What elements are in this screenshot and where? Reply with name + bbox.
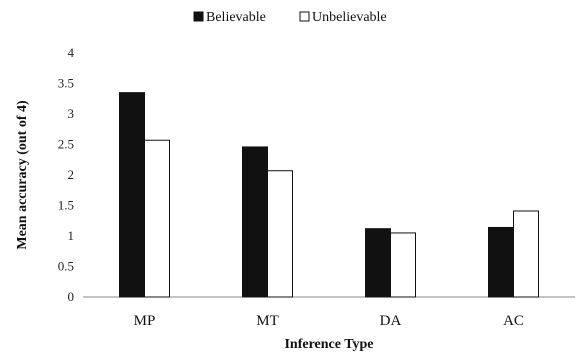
bar-believable-mt [242,146,268,298]
bar-unbelievable-mp [144,139,170,298]
bar-unbelievable-da [390,232,416,298]
bars [119,92,539,298]
legend-label-unbelievable: Unbelievable [312,10,387,25]
category-label-mp: MP [134,313,156,329]
legend-swatch-unbelievable [299,11,310,22]
y-axis-ticks: 0 0.5 1 1.5 2 2.5 3 3.5 4 [58,45,75,304]
y-tick-label: 2.5 [58,137,74,152]
y-tick-label: 4 [68,45,75,60]
bar-unbelievable-mt [267,170,293,298]
legend-label-believable: Believable [206,10,266,25]
y-tick-label: 1.5 [58,198,74,213]
legend: Believable Unbelievable [193,10,387,25]
y-tick-label: 1 [68,228,75,243]
bar-believable-da [365,228,391,298]
y-tick-label: 3 [68,106,75,121]
bar-unbelievable-ac [513,210,539,298]
legend-swatch-believable [193,11,204,22]
bar-believable-ac [488,226,514,298]
category-label-mt: MT [256,313,279,329]
category-labels: MP MT DA AC [134,313,524,329]
y-tick-label: 2 [68,167,75,182]
category-label-ac: AC [503,313,524,329]
bar-believable-mp [119,92,145,298]
y-tick-label: 0 [68,289,75,304]
y-tick-label: 3.5 [58,76,74,91]
x-axis-title: Inference Type [284,337,373,352]
y-tick-label: 0.5 [58,259,74,274]
category-label-da: DA [380,313,402,329]
y-axis-title: Mean accuracy (out of 4) [15,100,30,250]
